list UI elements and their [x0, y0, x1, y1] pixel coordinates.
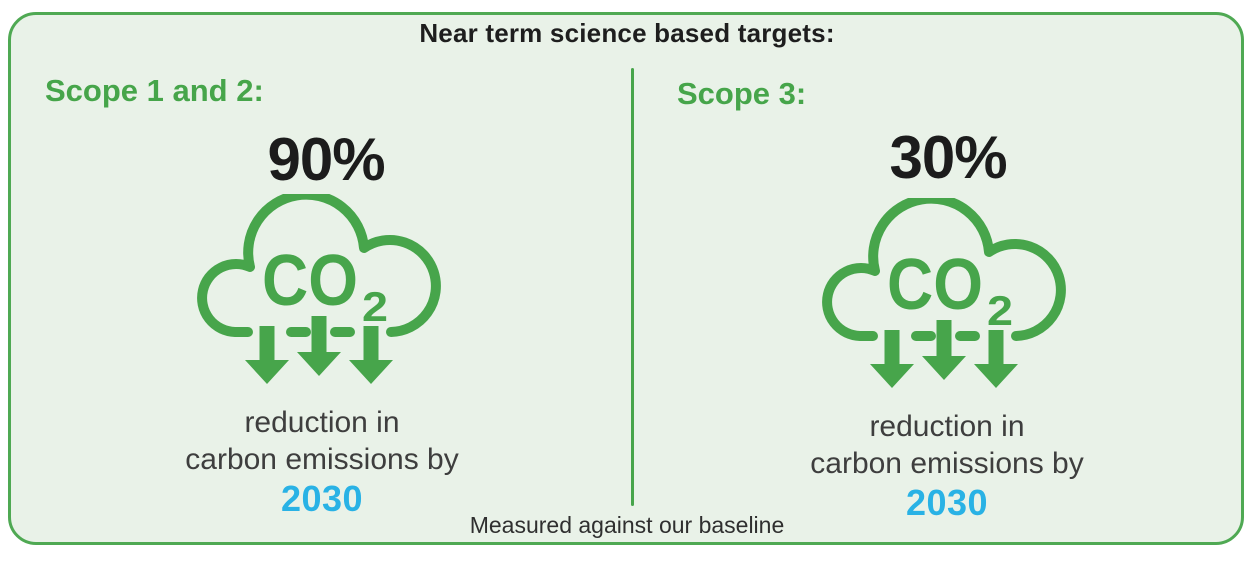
target-year: 2030	[280, 478, 364, 519]
caption-line2: carbon emissions by	[810, 447, 1084, 480]
page-title: Near term science based targets:	[419, 18, 835, 48]
scope-1-2-caption: reduction in carbon emissions by 2030	[112, 404, 532, 517]
co2-text: CO	[887, 245, 983, 325]
co2-subscript: 2	[987, 287, 1013, 334]
panel-divider	[631, 68, 634, 506]
co2-cloud-icon: CO 2	[822, 198, 1066, 388]
baseline-note: Measured against our baseline	[469, 512, 785, 538]
scope-3-heading: Scope 3:	[677, 76, 807, 111]
down-arrow-icon	[245, 326, 289, 384]
scope-1-2-percent: 90%	[267, 126, 385, 193]
target-year: 2030	[905, 482, 989, 523]
co2-text: CO	[262, 241, 358, 321]
co2-subscript: 2	[362, 283, 388, 330]
co2-cloud-icon: CO 2	[197, 194, 441, 384]
scope-3-caption: reduction in carbon emissions by 2030	[737, 408, 1157, 521]
down-arrow-icon	[297, 316, 341, 376]
caption-line1: reduction in	[869, 410, 1025, 443]
down-arrow-icon	[870, 330, 914, 388]
down-arrow-icon	[922, 320, 966, 380]
down-arrow-icon	[974, 330, 1018, 388]
down-arrow-icon	[349, 326, 393, 384]
caption-line2: carbon emissions by	[185, 443, 459, 476]
cloud-outline	[197, 194, 441, 337]
scope-1-2-heading: Scope 1 and 2:	[45, 73, 264, 108]
cloud-outline	[822, 198, 1066, 341]
caption-line1: reduction in	[244, 406, 400, 439]
scope-3-percent: 30%	[889, 124, 1007, 191]
